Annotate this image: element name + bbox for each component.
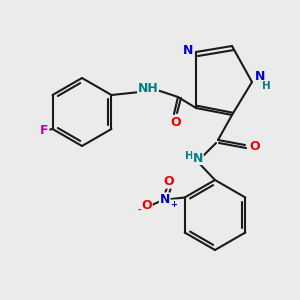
Text: O: O [250, 140, 260, 154]
Text: O: O [171, 116, 181, 130]
Text: O: O [141, 199, 152, 212]
Text: N: N [183, 44, 193, 56]
Text: N: N [255, 70, 265, 83]
Text: N: N [193, 152, 203, 164]
Text: F: F [40, 124, 49, 137]
Text: +: + [170, 200, 177, 209]
Text: NH: NH [138, 82, 158, 94]
Text: -: - [138, 206, 142, 215]
Text: N: N [160, 193, 170, 206]
Text: H: H [184, 151, 194, 161]
Text: H: H [262, 81, 270, 91]
Text: O: O [164, 175, 174, 188]
